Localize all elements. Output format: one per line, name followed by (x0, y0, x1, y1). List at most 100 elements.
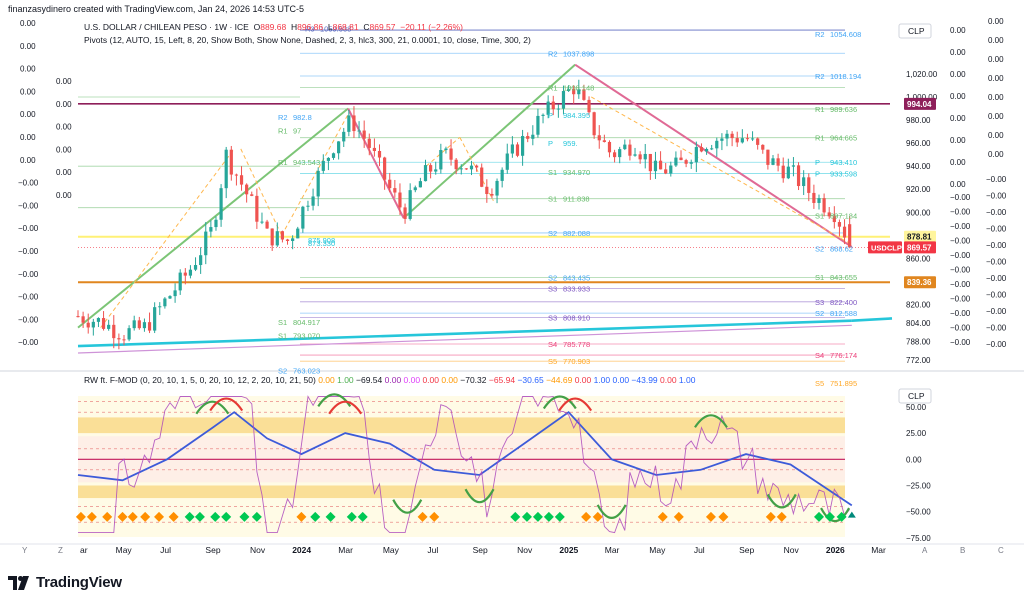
candle[interactable] (270, 228, 274, 246)
time-axis-label[interactable]: Sep (473, 545, 488, 555)
trendline-downtrend-2024[interactable] (347, 108, 405, 219)
candle[interactable] (153, 307, 157, 331)
candle[interactable] (602, 140, 606, 142)
candle[interactable] (372, 147, 376, 151)
candle[interactable] (526, 136, 530, 139)
time-axis-label[interactable]: May (649, 545, 666, 555)
candle[interactable] (566, 89, 571, 92)
candle[interactable] (817, 198, 821, 203)
currency-box[interactable] (898, 23, 932, 39)
candle[interactable] (822, 198, 826, 213)
candle[interactable] (612, 152, 617, 158)
currency-label[interactable]: CLP (908, 26, 925, 36)
candle[interactable] (623, 144, 627, 150)
candle[interactable] (459, 168, 463, 170)
candle[interactable] (352, 115, 356, 132)
candle[interactable] (781, 165, 785, 179)
candle[interactable] (469, 165, 474, 170)
candle[interactable] (413, 187, 417, 191)
time-axis-label[interactable]: Jul (427, 545, 438, 555)
candle[interactable] (541, 114, 545, 116)
candle[interactable] (439, 150, 443, 170)
candle[interactable] (577, 89, 581, 95)
candle[interactable] (193, 265, 198, 270)
candle[interactable] (551, 101, 555, 110)
candle[interactable] (96, 318, 101, 322)
time-axis-label[interactable]: Mar (605, 545, 620, 555)
candle[interactable] (495, 180, 499, 196)
trendline-long-support[interactable] (77, 319, 852, 348)
pivots-legend[interactable]: Pivots (12, AUTO, 15, Left, 8, 20, Show … (84, 35, 531, 45)
candle[interactable] (485, 186, 489, 194)
candle[interactable] (735, 138, 739, 143)
candle[interactable] (117, 338, 121, 340)
candle[interactable] (505, 153, 509, 170)
candle[interactable] (556, 108, 560, 110)
tradingview-logo[interactable]: TradingView (8, 574, 122, 591)
time-axis-edge-label[interactable]: Y (22, 546, 28, 555)
candle[interactable] (812, 192, 816, 203)
candle[interactable] (168, 296, 172, 299)
price-legend[interactable]: U.S. DOLLAR / CHILEAN PESO · 1W · ICE O8… (84, 22, 463, 32)
candle[interactable] (638, 154, 642, 160)
candle[interactable] (316, 170, 320, 197)
candle[interactable] (209, 227, 213, 232)
candle[interactable] (449, 148, 453, 160)
price-tag-bg[interactable] (904, 97, 936, 110)
candle[interactable] (802, 177, 806, 187)
candle[interactable] (750, 138, 755, 140)
price-tag-value[interactable]: 869.57 (907, 243, 932, 252)
candle[interactable] (592, 112, 596, 136)
candle[interactable] (280, 231, 285, 240)
price-scale-label[interactable]: 804.00 (906, 319, 931, 328)
candle[interactable] (771, 158, 775, 165)
candle[interactable] (689, 162, 693, 164)
candle[interactable] (377, 150, 382, 158)
candle[interactable] (337, 141, 341, 154)
candle[interactable] (653, 160, 658, 172)
candle[interactable] (658, 160, 663, 170)
candle[interactable] (342, 131, 346, 142)
candle[interactable] (388, 179, 392, 189)
candle[interactable] (326, 157, 331, 161)
candle[interactable] (633, 154, 637, 156)
candle[interactable] (480, 167, 484, 187)
time-axis-label[interactable]: 2024 (292, 545, 311, 555)
candle[interactable] (265, 221, 269, 229)
candle[interactable] (76, 316, 80, 318)
oscillator-scale-label[interactable]: 25.00 (906, 429, 927, 438)
trendline-long-support-extension[interactable] (851, 317, 893, 323)
time-axis-label[interactable]: Jul (694, 545, 705, 555)
candle[interactable] (664, 169, 668, 174)
time-axis-edge-label[interactable]: B (960, 546, 965, 555)
candle[interactable] (648, 153, 652, 172)
candle[interactable] (403, 207, 407, 219)
time-axis-label[interactable]: 2026 (826, 545, 845, 555)
candle[interactable] (786, 166, 790, 179)
candle[interactable] (321, 160, 325, 171)
candle[interactable] (607, 141, 612, 153)
price-scale-label[interactable]: 900.00 (906, 208, 931, 217)
candle[interactable] (86, 322, 90, 328)
oscillator-scale-label[interactable]: 50.00 (906, 403, 927, 412)
candle[interactable] (796, 165, 801, 187)
candle[interactable] (132, 320, 136, 329)
candle[interactable] (255, 195, 259, 222)
price-tag-value[interactable]: 994.04 (907, 100, 932, 109)
price-tag-value[interactable]: 878.81 (907, 233, 932, 242)
oscillator-scale-label[interactable]: 0.00 (906, 455, 922, 464)
candle[interactable] (669, 165, 673, 174)
candle[interactable] (464, 168, 468, 170)
candle[interactable] (101, 318, 106, 329)
price-scale-label[interactable]: 1,020.00 (906, 70, 938, 79)
chart-canvas[interactable]: R3 1059.538 R2 1037.898 R1 1008.148 R2 1054.608… (0, 16, 1024, 566)
candle[interactable] (643, 153, 647, 160)
candle[interactable] (306, 205, 310, 207)
time-axis-label[interactable]: Sep (739, 545, 754, 555)
chart-frame[interactable]: R3 1059.538 R2 1037.898 R1 1008.148 R2 1054.608… (0, 16, 1024, 566)
price-scale-label[interactable]: 980.00 (906, 116, 931, 125)
candle[interactable] (347, 115, 351, 132)
candle[interactable] (628, 144, 632, 156)
oscillator-blue-line[interactable] (77, 411, 853, 507)
symbol-tag-bg[interactable] (868, 241, 902, 254)
